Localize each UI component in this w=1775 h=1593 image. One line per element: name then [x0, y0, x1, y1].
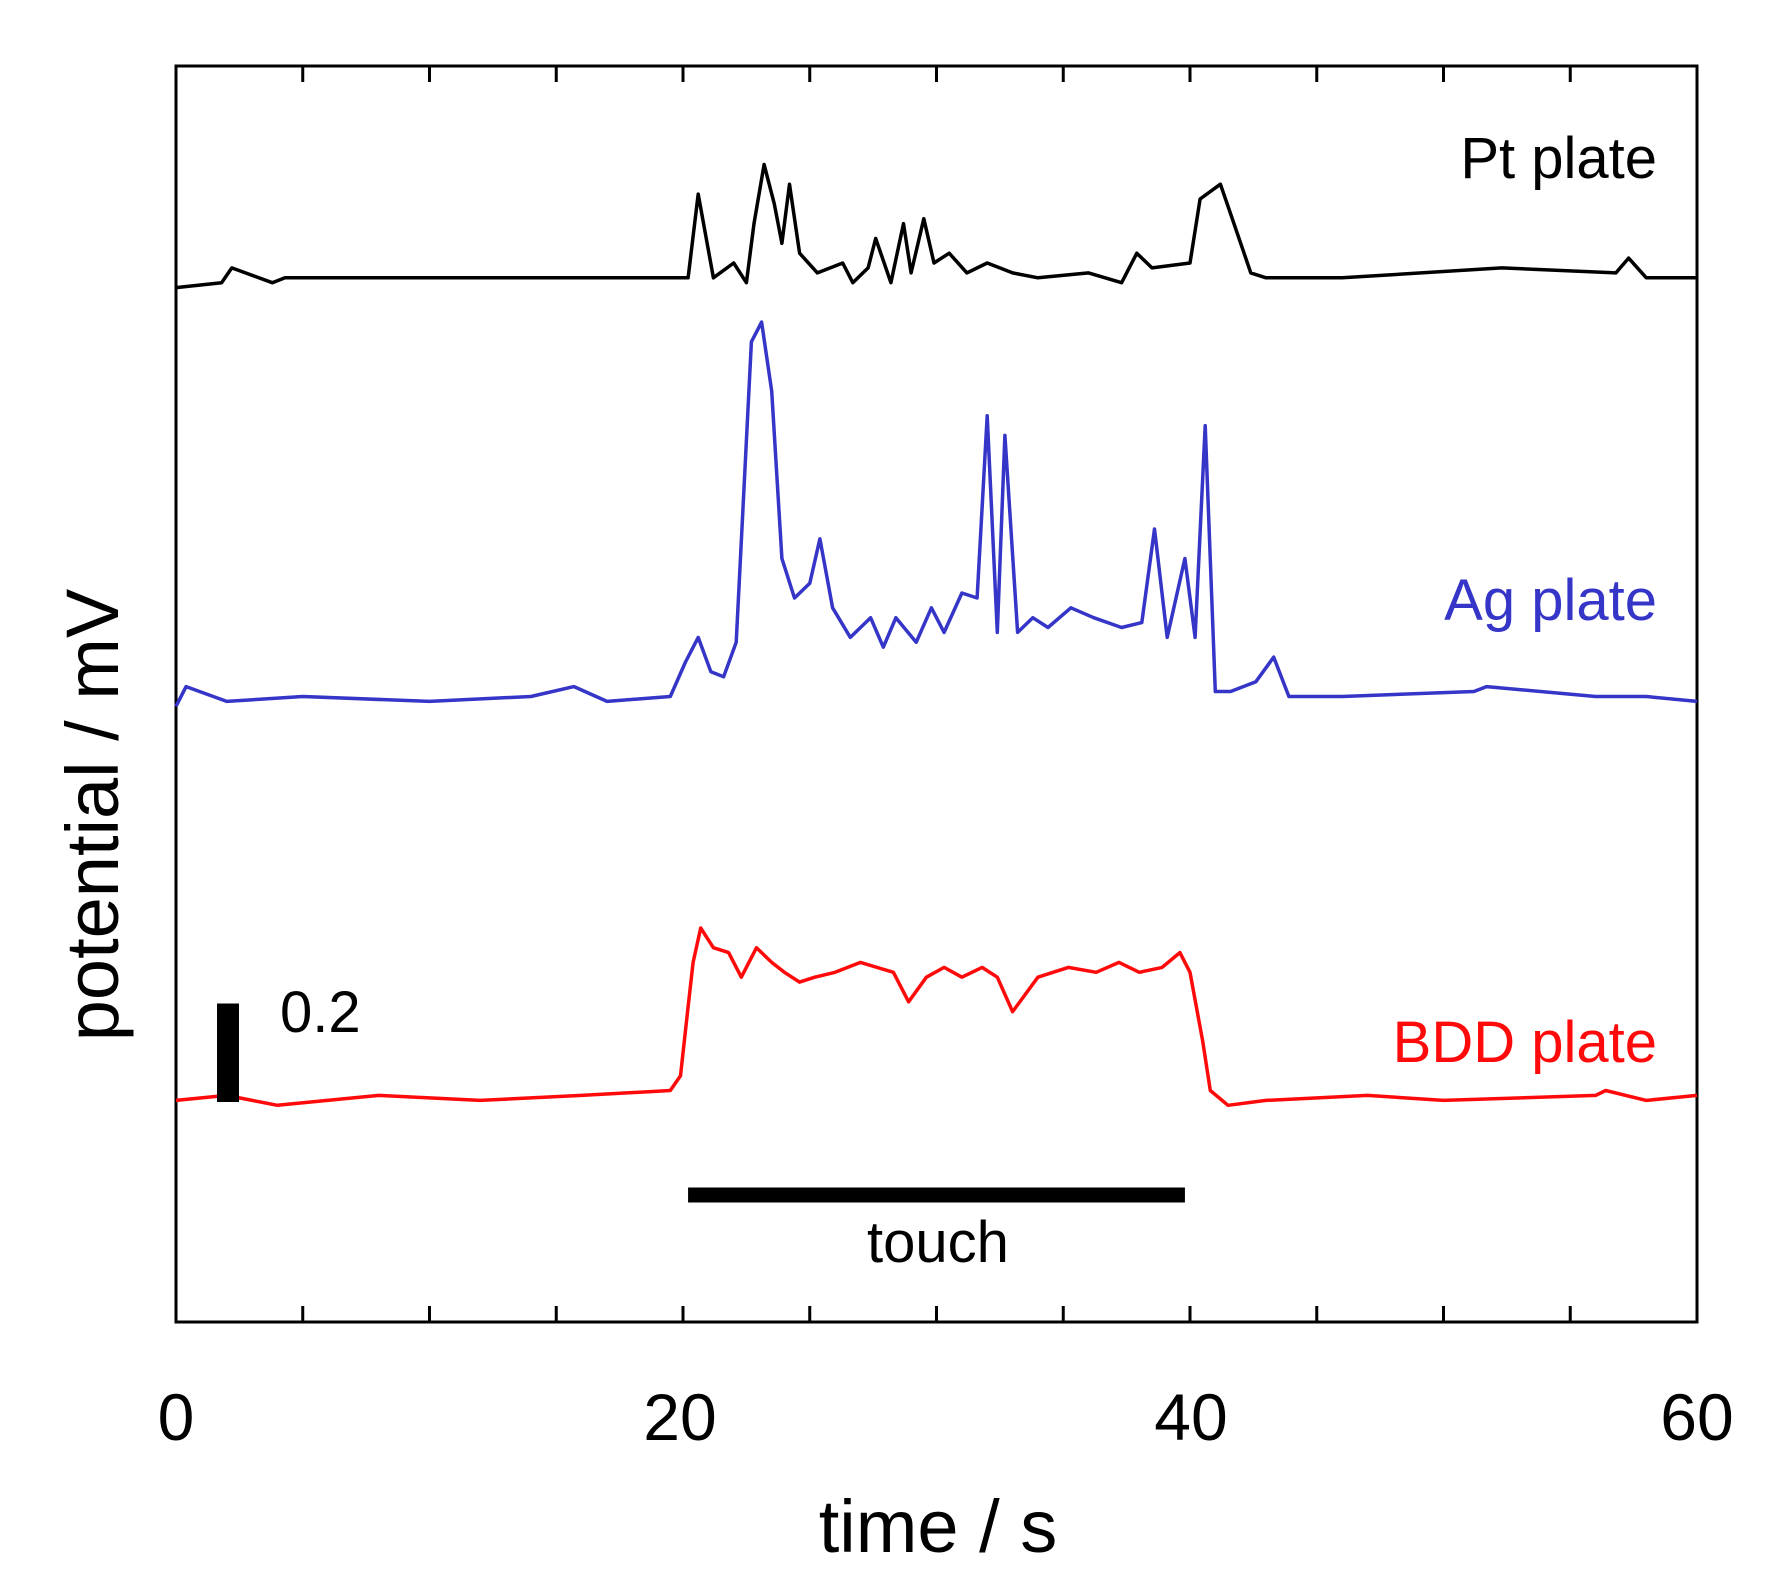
y-axis-title: potential / mV — [51, 588, 134, 1041]
series-line-bdd-plate — [175, 926, 1698, 1108]
series-label-pt: Pt plate — [1460, 126, 1657, 191]
x-tick-label-20: 20 — [643, 1380, 716, 1454]
series-line-pt-plate — [175, 162, 1697, 290]
x-tick-label-60: 60 — [1660, 1380, 1733, 1454]
scale-bar-label: 0.2 — [280, 980, 361, 1045]
series-label-bdd: BDD plate — [1393, 1010, 1657, 1075]
x-tick-label-40: 40 — [1154, 1380, 1227, 1454]
touch-label: touch — [867, 1210, 1009, 1275]
annotations — [217, 1003, 1185, 1203]
x-axis-title: time / s — [819, 1485, 1057, 1568]
series-layer — [174, 162, 1698, 1108]
series-label-ag: Ag plate — [1444, 568, 1657, 633]
x-tick-label-0: 0 — [158, 1380, 195, 1454]
x-axis-ticks — [301, 66, 1572, 1322]
plot-frame — [174, 64, 1699, 1324]
plot-border — [174, 64, 1699, 1324]
series-line-ag-plate — [174, 320, 1698, 708]
